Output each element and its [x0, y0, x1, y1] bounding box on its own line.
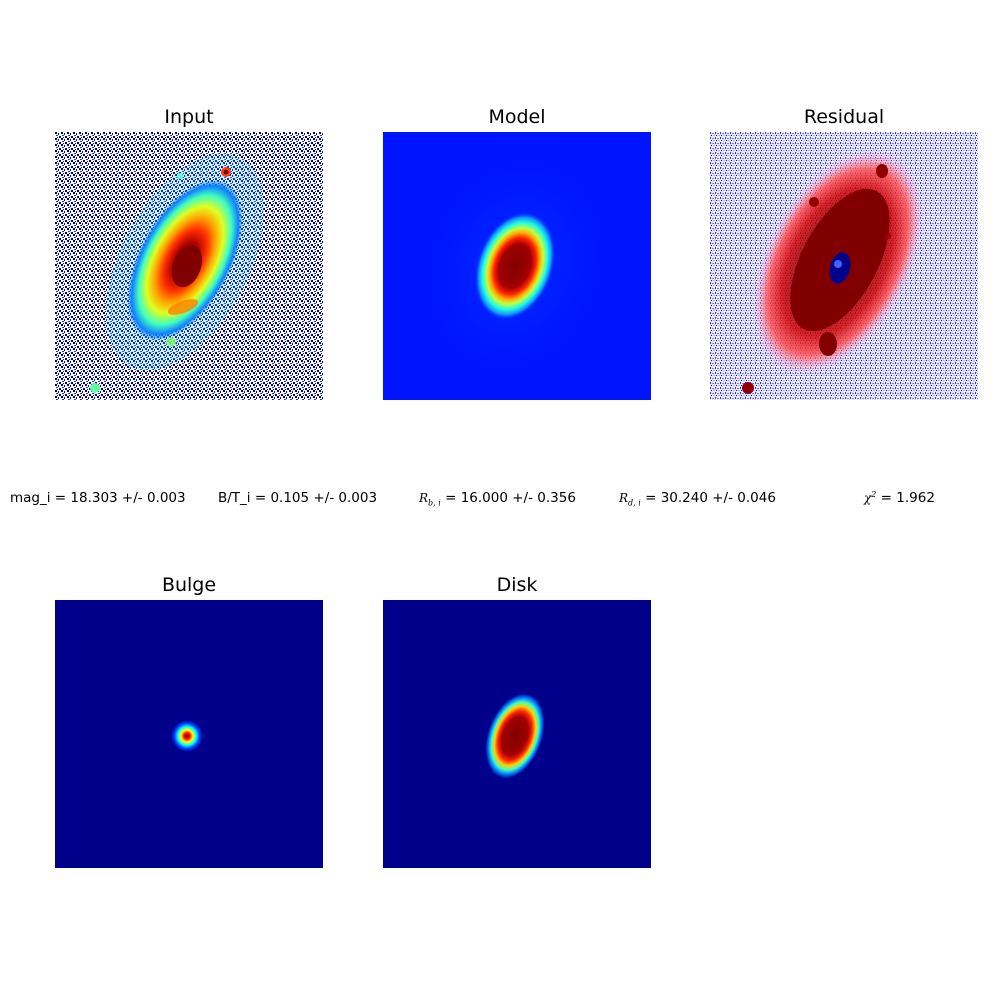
model-panel-title: Model	[488, 106, 546, 128]
disk-radius-stat: Rd, i = 30.240 +/- 0.046	[619, 490, 776, 507]
bulge-to-total-value: = 0.105 +/- 0.003	[250, 490, 378, 506]
bulge-radius-value: = 16.000 +/- 0.356	[440, 490, 576, 506]
input-image	[55, 132, 323, 400]
bulge-to-total-stat: B/T_i = 0.105 +/- 0.003	[218, 490, 377, 506]
magnitude-label: mag_i	[10, 490, 51, 506]
bulge-to-total-label: B/T_i	[218, 490, 251, 506]
input-panel-title: Input	[164, 106, 214, 128]
disk-radius-value: = 30.240 +/- 0.046	[640, 490, 776, 506]
disk-panel-title: Disk	[496, 574, 538, 596]
bulge-panel-title: Bulge	[161, 574, 217, 596]
magnitude-value: = 18.303 +/- 0.003	[50, 490, 186, 506]
model-image	[383, 132, 651, 400]
chi-squared-value: = 1.962	[876, 490, 935, 506]
residual-image	[710, 132, 978, 400]
disk-image	[383, 600, 651, 868]
magnitude-stat: mag_i = 18.303 +/- 0.003	[10, 490, 186, 506]
bulge-radius-stat: Rb, i = 16.000 +/- 0.356	[419, 490, 576, 507]
bulge-radius-symbol: Rb, i	[419, 491, 441, 508]
disk-radius-symbol: Rd, i	[619, 491, 641, 508]
bulge-image	[55, 600, 323, 868]
chi-squared-symbol: χ2	[864, 490, 877, 505]
residual-panel-title: Residual	[803, 106, 885, 128]
chi-squared-stat: χ2 = 1.962	[864, 490, 935, 506]
